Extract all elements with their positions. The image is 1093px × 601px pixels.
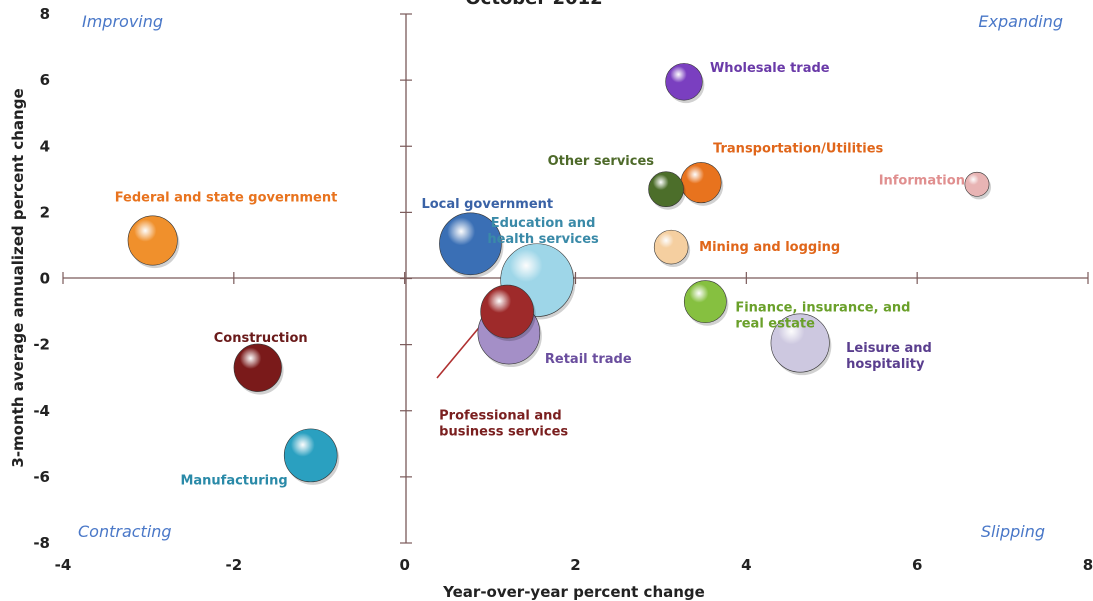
bubble-label: Leisure and bbox=[846, 341, 932, 356]
quadrant-label-contracting: Contracting bbox=[78, 522, 172, 541]
bubble bbox=[648, 171, 684, 208]
bubble bbox=[964, 171, 990, 197]
bubble-label: Federal and state government bbox=[115, 190, 338, 205]
x-tick-label: 6 bbox=[912, 556, 922, 574]
bubble bbox=[665, 63, 703, 101]
x-tick-label: -2 bbox=[225, 556, 242, 574]
bubble-label: health services bbox=[487, 232, 599, 247]
x-tick-label: -4 bbox=[55, 556, 72, 574]
x-ticks: -4 -2 0 2 4 6 8 bbox=[55, 272, 1093, 574]
bubble-labels: Wholesale trade Transportation/Utilities O… bbox=[115, 61, 965, 489]
y-tick-label: -6 bbox=[33, 468, 50, 486]
bubble-label: Education and bbox=[491, 216, 596, 231]
y-tick-label: 6 bbox=[40, 71, 50, 89]
bubble bbox=[770, 313, 830, 373]
bubble-label: business services bbox=[439, 425, 568, 440]
bubble-label: Wholesale trade bbox=[710, 61, 830, 76]
bubble-label: Information bbox=[879, 173, 965, 188]
bubble-label: Finance, insurance, and bbox=[735, 301, 910, 316]
x-axis-label: Year-over-year percent change bbox=[442, 583, 705, 601]
x-tick-label: 4 bbox=[741, 556, 751, 574]
bubble-label: Local government bbox=[421, 197, 553, 212]
bubble-label: Manufacturing bbox=[180, 473, 287, 488]
x-tick-label: 2 bbox=[570, 556, 580, 574]
bubble-label: Mining and logging bbox=[699, 240, 840, 255]
bubble-label: real estate bbox=[735, 317, 815, 332]
bubble-label: Retail trade bbox=[545, 352, 632, 367]
quadrant-label-improving: Improving bbox=[82, 12, 163, 31]
bubble-label: Construction bbox=[214, 331, 308, 346]
bubble-label: Transportation/Utilities bbox=[713, 142, 883, 157]
x-tick-label: 8 bbox=[1083, 556, 1093, 574]
y-tick-label: 4 bbox=[40, 137, 50, 155]
bubble-label: Professional and bbox=[439, 409, 562, 424]
y-tick-label: 8 bbox=[40, 5, 50, 23]
bubble bbox=[653, 229, 689, 265]
y-tick-label: 0 bbox=[40, 270, 50, 288]
y-tick-label: -4 bbox=[33, 402, 50, 420]
bubble bbox=[680, 162, 722, 204]
bubble-label: Other services bbox=[548, 154, 655, 169]
y-tick-label: -8 bbox=[33, 534, 50, 552]
bubbles bbox=[127, 63, 992, 485]
y-ticks: 8 6 4 2 0 -2 -4 -6 -8 bbox=[33, 5, 412, 552]
bubble bbox=[283, 428, 338, 483]
bubble bbox=[683, 280, 727, 324]
chart-title: October 2012 bbox=[465, 0, 602, 9]
bubble bbox=[127, 215, 178, 266]
bubble bbox=[233, 343, 282, 392]
bubble-label: hospitality bbox=[846, 357, 925, 372]
bubble bbox=[480, 284, 534, 339]
y-axis-label: 3-month average annualized percent chang… bbox=[9, 88, 27, 467]
bubble bbox=[439, 212, 502, 276]
y-tick-label: -2 bbox=[33, 336, 50, 354]
quadrant-label-expanding: Expanding bbox=[978, 12, 1063, 31]
quadrant-label-slipping: Slipping bbox=[981, 522, 1045, 541]
y-tick-label: 2 bbox=[40, 203, 50, 221]
x-tick-label: 0 bbox=[399, 556, 409, 574]
